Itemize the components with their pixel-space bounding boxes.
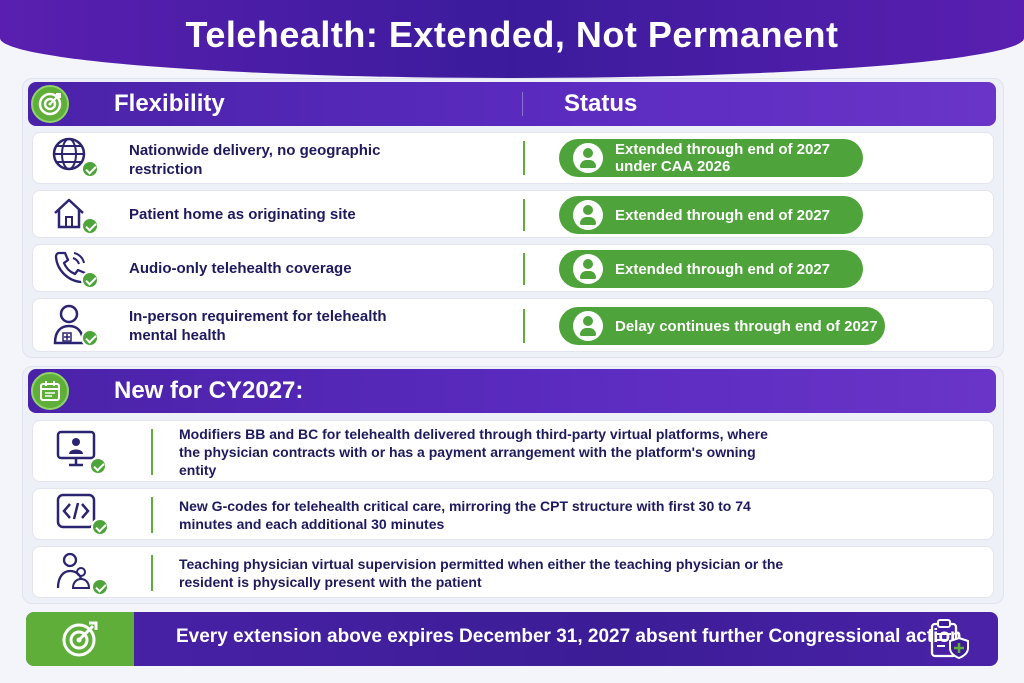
monitor-user-icon: [55, 429, 107, 475]
row-divider: [523, 199, 525, 231]
footer-text: Every extension above expires December 3…: [176, 626, 967, 647]
new-row-2: New G-codes for telehealth critical care…: [32, 488, 994, 540]
check-icon: [81, 271, 99, 289]
check-icon: [91, 578, 109, 596]
flexibility-header: Flexibility Status: [28, 82, 996, 126]
new-row-3: Teaching physician virtual supervision p…: [32, 546, 994, 598]
new-text-2: New G-codes for telehealth critical care…: [179, 498, 751, 532]
status-text-3: Extended through end of 2027: [615, 260, 831, 278]
person-icon: [573, 143, 603, 173]
clipboard-shield-icon: [928, 618, 972, 662]
flex-row-2: Patient home as originating site Extende…: [32, 190, 994, 238]
target-icon: [26, 612, 134, 666]
code-icon: [55, 492, 109, 538]
check-icon: [91, 518, 109, 536]
target-icon: [31, 85, 69, 123]
flex-label-3: Audio-only telehealth coverage: [129, 260, 352, 277]
check-icon: [81, 329, 99, 347]
flex-label-2: Patient home as originating site: [129, 206, 356, 223]
flex-row-1: Nationwide delivery, no geographic restr…: [32, 132, 994, 184]
page-title: Telehealth: Extended, Not Permanent: [185, 14, 839, 55]
person-icon: [573, 254, 603, 284]
flex-label-1: Nationwide delivery, no geographic restr…: [129, 142, 381, 178]
new-row-1: Modifiers BB and BC for telehealth deliv…: [32, 420, 994, 482]
new-text-3: Teaching physician virtual supervision p…: [179, 556, 784, 590]
flexibility-header-label: Flexibility: [114, 90, 225, 117]
flex-row-3: Audio-only telehealth coverage Extended …: [32, 244, 994, 292]
row-divider: [151, 497, 153, 533]
status-text-2: Extended through end of 2027: [615, 206, 831, 224]
row-divider: [151, 429, 153, 475]
row-divider: [523, 309, 525, 343]
flex-label-4: In-person requirement for telehealth men…: [129, 308, 387, 344]
check-icon: [89, 457, 107, 475]
status-text-4: Delay continues through end of 2027: [615, 317, 878, 335]
status-header-label: Status: [564, 90, 638, 117]
check-icon: [81, 217, 99, 235]
home-icon: [51, 193, 101, 239]
calendar-icon: [31, 372, 69, 410]
row-divider: [151, 555, 153, 591]
person-icon: [573, 200, 603, 230]
status-pill-3: Extended through end of 2027: [559, 250, 863, 288]
status-pill-2: Extended through end of 2027: [559, 196, 863, 234]
footer-banner: Every extension above expires December 3…: [26, 612, 998, 666]
new-section-header: New for CY2027:: [28, 369, 996, 413]
status-pill-4: Delay continues through end of 2027: [559, 307, 885, 345]
person-icon: [573, 311, 603, 341]
people-icon: [55, 550, 109, 596]
status-pill-1: Extended through end of 2027 under CAA 2…: [559, 139, 863, 177]
flex-row-4: In-person requirement for telehealth men…: [32, 298, 994, 352]
new-section-header-label: New for CY2027:: [114, 377, 304, 404]
globe-icon: [51, 136, 101, 182]
phone-icon: [51, 247, 101, 293]
status-text-1: Extended through end of 2027 under CAA 2…: [615, 141, 831, 175]
clinician-icon: [51, 303, 101, 349]
row-divider: [523, 141, 525, 175]
header-band: [0, 0, 1024, 78]
check-icon: [81, 160, 99, 178]
header-divider: [522, 92, 523, 116]
row-divider: [523, 253, 525, 285]
new-text-1: Modifiers BB and BC for telehealth deliv…: [179, 426, 768, 478]
